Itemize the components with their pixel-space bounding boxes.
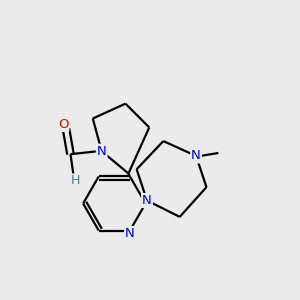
Text: N: N: [191, 149, 201, 162]
Text: H: H: [70, 174, 80, 188]
Text: N: N: [142, 194, 152, 207]
Text: N: N: [125, 227, 135, 240]
Text: N: N: [97, 145, 106, 158]
Text: O: O: [58, 118, 68, 131]
